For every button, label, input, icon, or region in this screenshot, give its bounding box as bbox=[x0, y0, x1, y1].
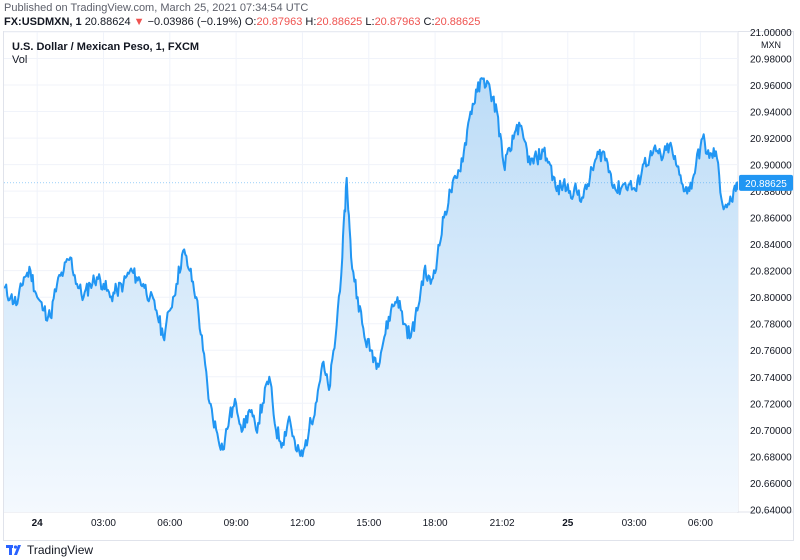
x-tick-label: 03:00 bbox=[91, 518, 116, 529]
y-tick-label: 20.96000 bbox=[750, 81, 792, 92]
y-tick-label: 20.80000 bbox=[750, 293, 792, 304]
high-value: 20.88625 bbox=[316, 16, 363, 28]
y-tick-label: 21.00000 bbox=[750, 28, 792, 39]
change-arrow-icon: ▼ bbox=[133, 16, 145, 28]
price-area-fill bbox=[4, 78, 738, 512]
price-area bbox=[4, 77, 738, 512]
y-tick-label: 20.86000 bbox=[750, 214, 792, 225]
y-tick-label: 20.90000 bbox=[750, 161, 792, 172]
symbol-label: FX:USDMXN, 1 bbox=[4, 16, 82, 28]
footer-brand[interactable]: TradingView bbox=[6, 541, 93, 559]
y-tick-label: 20.92000 bbox=[750, 134, 792, 145]
open-label: O: bbox=[244, 16, 257, 28]
x-tick-label: 03:00 bbox=[622, 518, 647, 529]
y-tick-label: 20.74000 bbox=[750, 373, 792, 384]
tradingview-logo-icon bbox=[6, 545, 21, 555]
x-tick-label: 21:02 bbox=[490, 518, 515, 529]
x-axis[interactable]: 24 03:00 06:00 09:00 12:00 15:00 18:00 21:02 25 0… bbox=[32, 518, 714, 529]
y-tick-label: 20.84000 bbox=[750, 240, 792, 251]
footer-brand-label: TradingView bbox=[27, 543, 94, 557]
y-tick-label: 20.76000 bbox=[750, 346, 792, 357]
last-price-tag bbox=[739, 174, 793, 191]
y-tick-label: 20.98000 bbox=[750, 55, 792, 66]
x-tick-label: 09:00 bbox=[224, 518, 249, 529]
x-tick-label: 25 bbox=[562, 518, 574, 529]
quote-line: FX:USDMXN, 1 20.88624 ▼ −0.03986 (−0.19%… bbox=[4, 16, 480, 28]
low-value: 20.87963 bbox=[374, 16, 421, 28]
change-value: −0.03986 (−0.19%) bbox=[147, 16, 242, 28]
last-value: 20.88624 bbox=[84, 16, 131, 28]
y-tick-label: 20.88000 bbox=[750, 187, 792, 198]
x-tick-label: 12:00 bbox=[290, 518, 315, 529]
low-label: L: bbox=[365, 16, 375, 28]
y-tick-label: 20.68000 bbox=[750, 452, 792, 463]
y-tick-label: 20.78000 bbox=[750, 320, 792, 331]
high-label: H: bbox=[305, 16, 317, 28]
x-tick-label: 06:00 bbox=[157, 518, 182, 529]
x-tick-label: 15:00 bbox=[356, 518, 381, 529]
y-axis[interactable]: 20.64000 20.66000 20.68000 20.70000 20.72000… bbox=[739, 28, 793, 516]
x-tick-label: 24 bbox=[32, 518, 44, 529]
chart-title: U.S. Dollar / Mexican Peso, 1, FXCM bbox=[12, 41, 200, 53]
close-value: 20.88625 bbox=[434, 16, 481, 28]
y-tick-label: 20.66000 bbox=[750, 479, 792, 490]
y-tick-label: 20.82000 bbox=[750, 267, 792, 278]
volume-label: Vol bbox=[12, 54, 28, 66]
open-value: 20.87963 bbox=[256, 16, 303, 28]
last-price-tag-label: 20.88625 bbox=[745, 179, 787, 190]
x-tick-label: 06:00 bbox=[688, 518, 713, 529]
currency-label: MXN bbox=[761, 40, 781, 50]
price-line bbox=[4, 77, 738, 458]
y-tick-label: 20.64000 bbox=[750, 505, 792, 516]
close-label: C: bbox=[423, 16, 435, 28]
published-line: Published on TradingView.com, March 25, … bbox=[4, 2, 309, 14]
y-tick-label: 20.72000 bbox=[750, 399, 792, 410]
y-tick-label: 20.70000 bbox=[750, 426, 792, 437]
y-tick-label: 20.94000 bbox=[750, 108, 792, 119]
x-tick-label: 18:00 bbox=[423, 518, 448, 529]
